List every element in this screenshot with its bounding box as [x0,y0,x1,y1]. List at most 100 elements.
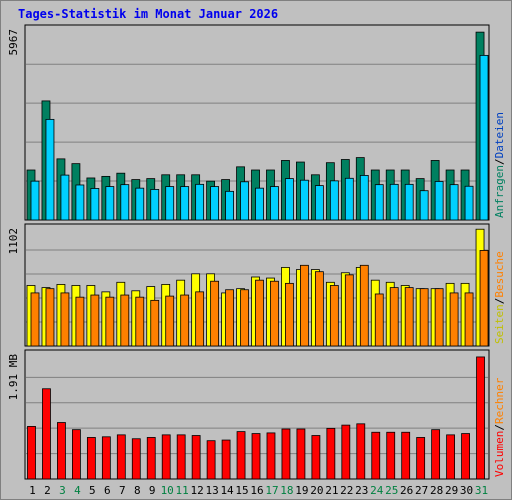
volume-bar-volumen-day-18 [281,428,291,480]
day-label-23: 23 [355,484,368,497]
visits-bar-besuche-day-16 [255,279,264,347]
hits-legend: Anfragen/Dateien [493,112,506,218]
day-label-11: 11 [176,484,189,497]
day-label-15: 15 [235,484,248,497]
visits-bar-besuche-day-12 [195,291,205,347]
volume-bar-volumen-day-15 [236,431,246,480]
visits-bar-besuche-day-13 [210,280,220,347]
hits-bar-dateien-day-6 [105,186,115,221]
hits-bar-dateien-day-31 [479,54,489,221]
visits-bar-besuche-day-11 [180,294,190,347]
volume-bar-volumen-day-4 [72,429,81,480]
hits-bar-dateien-day-3 [60,174,70,221]
day-label-26: 26 [400,484,413,497]
day-label-6: 6 [104,484,111,497]
day-label-17: 17 [265,484,278,497]
hits-bar-dateien-day-20 [314,185,324,221]
hits-bar-dateien-day-13 [210,186,220,221]
hits-bar-dateien-day-23 [359,175,369,221]
day-label-5: 5 [89,484,96,497]
visits-bar-besuche-day-18 [285,282,294,347]
day-label-12: 12 [191,484,204,497]
visits-bar-besuche-day-23 [359,264,369,347]
volume-bar-volumen-day-31 [476,356,485,480]
volume-bar-volumen-day-13 [206,440,216,480]
day-label-10: 10 [161,484,174,497]
visits-bar-besuche-day-10 [165,295,175,347]
visits-bar-besuche-day-30 [464,292,474,347]
hits-bar-dateien-day-17 [270,186,279,221]
volume-bar-volumen-day-21 [326,427,336,480]
visits-bar-besuche-day-21 [329,285,339,347]
volume-bar-volumen-day-24 [371,431,381,480]
hits-bar-dateien-day-1 [30,180,40,221]
hits-bar-dateien-day-8 [135,187,145,221]
day-label-19: 19 [295,484,308,497]
volume-bar-volumen-day-2 [42,388,51,480]
day-label-29: 29 [445,484,458,497]
visits-bar-besuche-day-19 [300,264,309,347]
visits-bar-besuche-day-31 [479,250,489,347]
volume-bar-volumen-day-7 [116,434,126,480]
hits-legend-item: Anfragen [493,165,506,218]
visits-bar-besuche-day-8 [135,296,145,347]
visits-bar-besuche-day-15 [240,289,249,347]
volume-bar-volumen-day-14 [221,439,231,480]
volume-bar-volumen-day-22 [341,424,351,480]
hits-bar-dateien-day-5 [90,188,100,221]
visits-bar-besuche-day-20 [314,271,324,347]
hits-bar-dateien-day-24 [374,184,384,221]
volume-bar-volumen-day-11 [176,434,186,480]
day-label-28: 28 [430,484,443,497]
hits-bar-dateien-day-4 [75,184,85,221]
volume-bar-volumen-day-6 [101,436,111,480]
visits-bar-besuche-day-29 [449,292,459,347]
hits-legend-item: / [493,158,506,165]
day-label-2: 2 [44,484,51,497]
hits-bar-dateien-day-22 [344,177,354,221]
day-label-16: 16 [250,484,263,497]
visits-bar-besuche-day-22 [344,274,354,347]
volume-legend-item: / [493,424,506,431]
volume-bar-volumen-day-27 [416,437,426,480]
day-label-20: 20 [310,484,323,497]
volume-bar-volumen-day-26 [401,431,411,480]
visits-bar-besuche-day-25 [389,287,399,347]
visits-bar-besuche-day-14 [225,289,234,347]
volume-bar-volumen-day-8 [131,438,141,480]
visits-bar-besuche-day-5 [90,294,100,347]
visits-bar-besuche-day-26 [404,287,414,347]
day-label-31: 31 [475,484,488,497]
hits-bar-dateien-day-16 [255,187,264,221]
hits-bar-dateien-day-19 [300,179,309,221]
visits-bar-besuche-day-2 [45,288,55,347]
volume-legend-item: Volumen [493,431,506,477]
visits-max-label: 1102 [7,228,20,255]
day-label-13: 13 [205,484,218,497]
hits-bar-dateien-day-27 [419,190,429,221]
hits-bar-dateien-day-18 [285,178,294,221]
visits-bar-besuche-day-17 [270,280,279,347]
visits-bar-besuche-day-27 [419,288,429,347]
hits-bar-dateien-day-28 [434,181,444,221]
day-label-3: 3 [59,484,66,497]
hits-bar-dateien-day-11 [180,186,190,221]
day-label-1: 1 [29,484,36,497]
day-label-18: 18 [280,484,293,497]
hits-legend-item: Dateien [493,112,506,158]
day-label-4: 4 [74,484,81,497]
hits-bar-dateien-day-2 [45,118,55,221]
hits-bar-dateien-day-14 [225,190,234,221]
volume-bar-volumen-day-25 [386,431,396,480]
volume-bar-volumen-day-10 [161,434,171,480]
volume-bar-volumen-day-20 [311,435,321,480]
hits-bar-dateien-day-29 [449,184,459,221]
hits-bar-dateien-day-25 [389,183,399,221]
volume-legend-item: Rechner [493,377,506,424]
visits-bar-besuche-day-24 [374,293,384,347]
visits-legend-item: Besuche [493,251,506,297]
visits-bar-besuche-day-4 [75,296,85,347]
volume-max-label: 1.91 MB [7,354,20,401]
volume-bar-volumen-day-12 [191,435,201,480]
